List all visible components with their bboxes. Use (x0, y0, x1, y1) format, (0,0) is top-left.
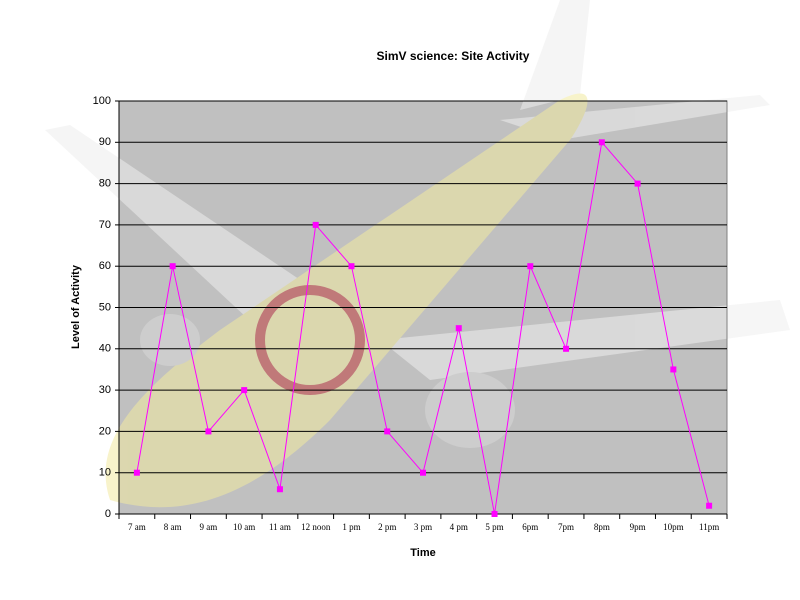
x-tick-label: 11 am (269, 522, 291, 532)
x-tick-label: 11pm (699, 522, 719, 532)
x-tick-label: 3 pm (414, 522, 432, 532)
y-tick-label: 80 (99, 178, 111, 190)
x-tick-label: 9pm (630, 522, 646, 532)
x-tick-label: 8 am (164, 522, 182, 532)
data-marker (563, 345, 570, 352)
x-tick-label: 7pm (558, 522, 574, 532)
data-marker (169, 263, 176, 270)
x-tick-label: 9 am (200, 522, 218, 532)
x-tick-label: 4 pm (450, 522, 468, 532)
airplane-background (45, 0, 790, 508)
y-tick-label: 40 (99, 343, 111, 355)
data-marker (706, 502, 713, 509)
wing-right (380, 300, 790, 380)
data-marker (455, 325, 462, 332)
y-tick-label: 100 (93, 95, 111, 107)
y-tick-label: 70 (99, 219, 111, 231)
engine (140, 314, 200, 366)
data-marker (348, 263, 355, 270)
data-marker (241, 387, 248, 394)
x-tick-label: 10 am (233, 522, 255, 532)
x-tick-label: 1 pm (342, 522, 360, 532)
y-tick-label: 30 (99, 384, 111, 396)
x-tick-label: 12 noon (301, 522, 331, 532)
x-tick-label: 8pm (594, 522, 610, 532)
y-axis-label: Level of Activity (70, 264, 82, 349)
x-tick-label: 7 am (128, 522, 146, 532)
y-tick-label: 20 (99, 425, 111, 437)
data-marker (205, 428, 212, 435)
data-marker (634, 180, 641, 187)
data-marker (420, 469, 426, 476)
data-marker (527, 263, 534, 270)
data-marker (133, 469, 140, 476)
data-marker (598, 139, 605, 146)
chart-title: SimV science: Site Activity (377, 49, 530, 63)
y-tick-label: 60 (99, 260, 111, 272)
y-tick-label: 10 (99, 467, 111, 479)
y-tick-label: 0 (105, 508, 111, 520)
x-tick-label: 6pm (522, 522, 538, 532)
y-tick-label: 90 (99, 136, 111, 148)
data-marker (491, 511, 498, 517)
x-tick-label: 10pm (663, 522, 684, 532)
x-tick-label: 2 pm (378, 522, 396, 532)
x-tick-label: 5 pm (485, 522, 503, 532)
y-tick-label: 50 (99, 301, 111, 313)
x-axis-label: Time (410, 547, 435, 559)
engine (425, 372, 515, 448)
wing-left (45, 125, 330, 330)
data-marker (384, 428, 391, 435)
data-marker (312, 221, 319, 228)
tail-fin (520, 0, 590, 110)
data-marker (276, 486, 283, 493)
data-marker (670, 366, 677, 373)
